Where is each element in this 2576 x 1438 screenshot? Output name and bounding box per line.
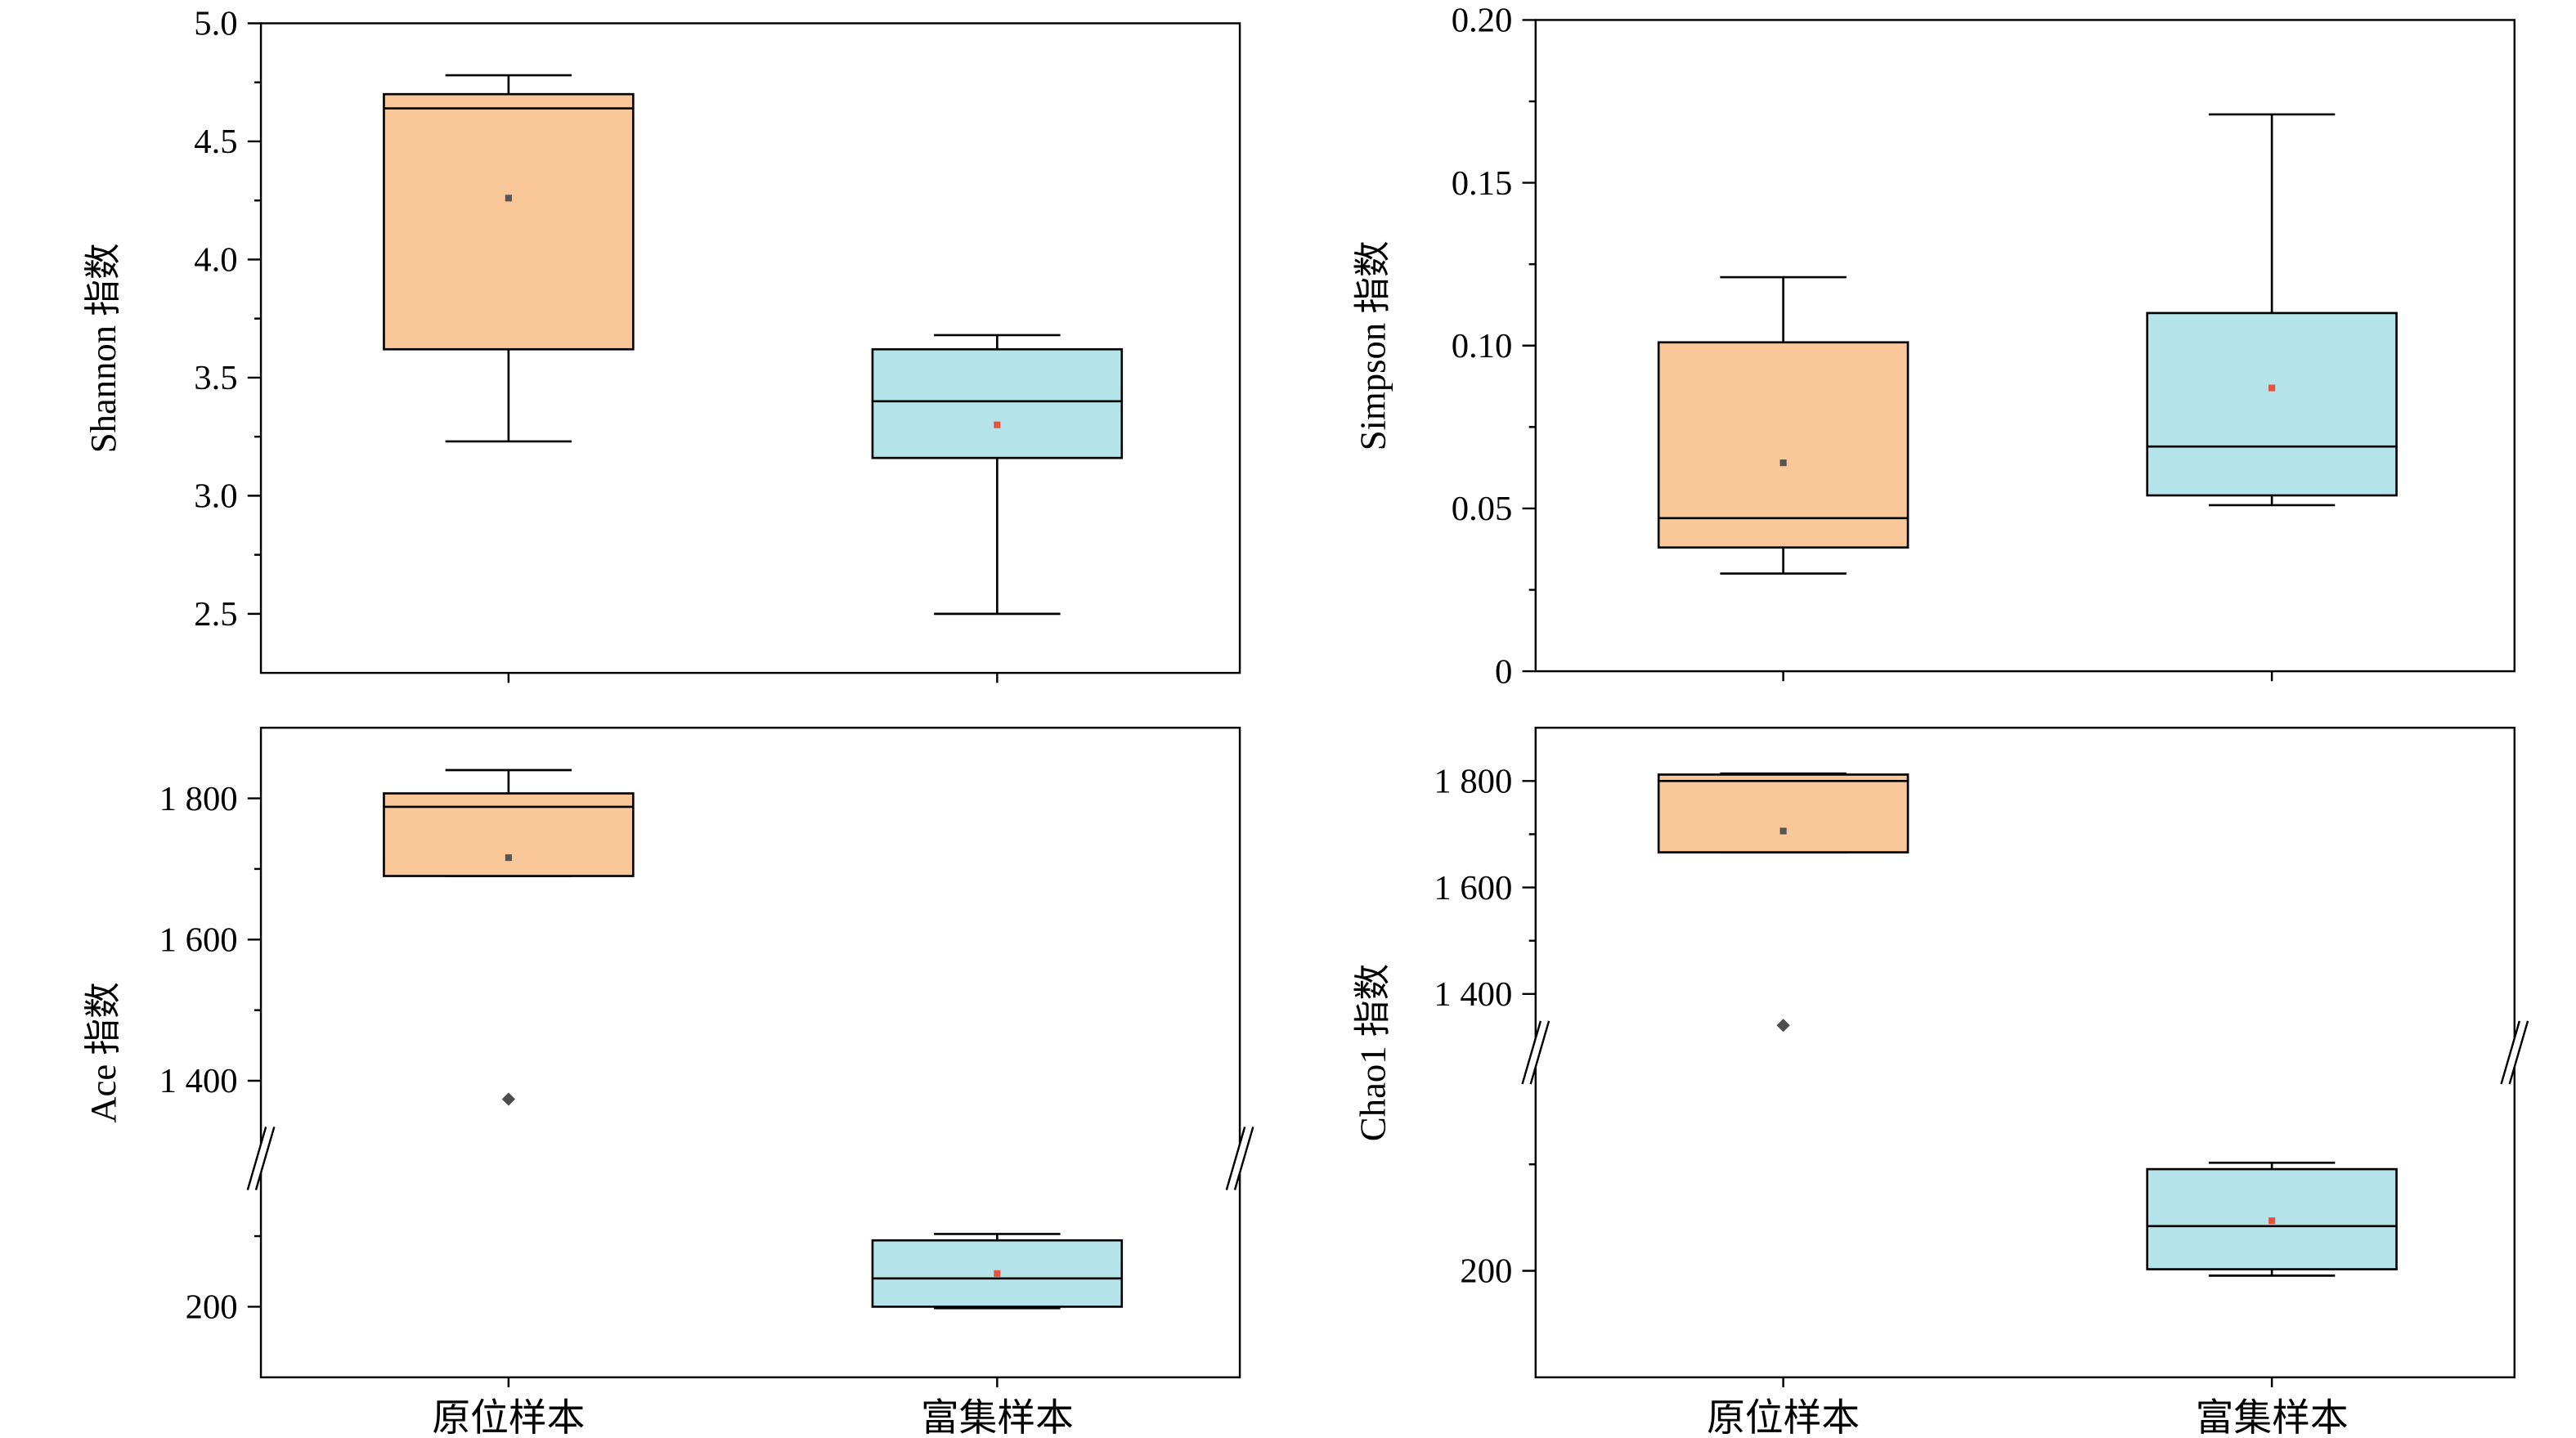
mean-marker [505, 195, 512, 202]
axis-break-marker [1521, 1020, 1551, 1085]
y-tick-label: 0.10 [1452, 327, 1513, 365]
y-tick-label: 1 800 [1434, 763, 1512, 801]
chart-panel: Shannon 指数 5.0 4.5 4.0 3.5 3.0 2.5 [83, 5, 1241, 683]
axis-break-line [1233, 1127, 1254, 1190]
box-rect [1657, 341, 1910, 549]
mean-marker [994, 1270, 1001, 1277]
axis-break-marker [246, 1127, 276, 1190]
box-rect [383, 92, 635, 351]
axis-break-line [1521, 1020, 1542, 1085]
axis-break-line [246, 1127, 267, 1190]
chart-panel: Ace 指数 1 800 1 600 1 400 200 原位样本 富集样本 [83, 726, 1254, 1438]
y-tick-label: 1 600 [159, 921, 238, 960]
axis-break-line [1225, 1127, 1246, 1190]
y-tick-label: 0.05 [1452, 490, 1513, 528]
y-tick-label: 1 400 [159, 1062, 238, 1100]
axis-break-gap [247, 1127, 275, 1190]
y-axis-title: Simpson 指数 [1353, 240, 1393, 450]
box-rect [2146, 311, 2398, 497]
mean-marker [994, 421, 1001, 428]
axis-break-line [2508, 1020, 2529, 1085]
y-tick-label: 0 [1495, 652, 1512, 691]
y-tick-label: 4.0 [194, 241, 237, 280]
y-tick-label: 3.0 [194, 477, 237, 516]
axis-break-gap [2501, 1020, 2529, 1085]
outlier-marker [1776, 1019, 1790, 1033]
y-tick-label: 0.15 [1452, 164, 1513, 203]
plot-layer: Shannon 指数 5.0 4.5 4.0 3.5 3.0 2.5 Simpson 指数 0.… [83, 2, 2529, 1438]
y-tick-label: 200 [186, 1288, 238, 1327]
plot-frame [259, 22, 1241, 674]
y-tick-label: 5.0 [194, 5, 237, 43]
mean-marker [2269, 384, 2276, 392]
y-tick-label: 1 400 [1434, 975, 1512, 1014]
y-axis-title: Shannon 指数 [83, 243, 123, 453]
x-tick-label: 原位样本 [1707, 1397, 1860, 1438]
y-tick-label: 3.5 [194, 359, 237, 397]
axis-break-line [254, 1127, 276, 1190]
y-tick-label: 200 [1460, 1252, 1512, 1291]
chart-panel: Chao1 指数 1 800 1 600 1 400 200 原位样本 富集样本 [1353, 726, 2529, 1438]
axis-break-line [1529, 1020, 1551, 1085]
mean-marker [1779, 459, 1787, 467]
axis-break-gap [1522, 1020, 1550, 1085]
y-tick-label: 0.20 [1452, 2, 1513, 40]
x-tick-label: 原位样本 [432, 1397, 585, 1438]
chart-panel: Simpson 指数 0.20 0.15 0.10 0.05 0 [1353, 2, 2516, 691]
axis-break-marker [2500, 1020, 2529, 1085]
y-axis-title: Ace 指数 [83, 982, 123, 1123]
y-tick-label: 2.5 [194, 595, 237, 634]
axis-break-marker [1225, 1127, 1254, 1190]
mean-marker [1779, 827, 1787, 835]
axis-break-gap [1226, 1127, 1254, 1190]
mean-marker [505, 854, 512, 862]
y-axis-title: Chao1 指数 [1353, 964, 1393, 1141]
y-tick-label: 1 800 [159, 780, 238, 818]
mean-marker [2269, 1217, 2276, 1225]
y-tick-label: 1 600 [1434, 869, 1512, 907]
x-tick-label: 富集样本 [921, 1397, 1074, 1438]
axis-break-line [2500, 1020, 2521, 1085]
y-tick-label: 4.5 [194, 123, 237, 161]
x-tick-label: 富集样本 [2196, 1397, 2349, 1438]
box-rect [871, 347, 1124, 459]
box-rect [1657, 773, 1910, 853]
plot-frame [259, 726, 1241, 1379]
